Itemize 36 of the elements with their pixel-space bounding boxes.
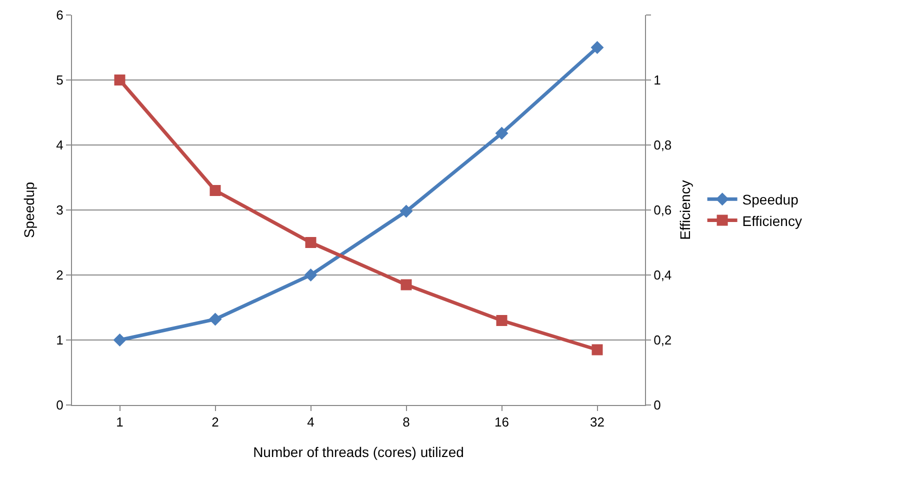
y-tick-label: 0 xyxy=(56,398,64,413)
point xyxy=(590,41,604,54)
x-tick-label: 4 xyxy=(307,414,314,430)
point xyxy=(305,237,316,248)
point xyxy=(400,279,412,290)
y2-tick-label: 0,8 xyxy=(654,138,672,153)
point xyxy=(400,204,413,218)
x-tick-label: 32 xyxy=(590,414,604,430)
y2-axis-title: Efficiency xyxy=(677,180,693,240)
x-tick-label: 16 xyxy=(494,414,509,430)
x-tick-label: 8 xyxy=(402,414,410,430)
point xyxy=(114,74,126,86)
x-tick-label: 2 xyxy=(212,414,219,430)
y-tick-label: 2 xyxy=(56,268,64,283)
x-axis-title: Number of threads (cores) utilized xyxy=(253,444,464,460)
y-tick-label: 3 xyxy=(56,202,64,218)
legend-label: Efficiency xyxy=(742,212,802,229)
y2-tick-label: 0,6 xyxy=(654,202,672,218)
y-tick-label: 5 xyxy=(56,72,64,88)
y-axis-title: Speedup xyxy=(21,182,37,238)
point xyxy=(210,185,221,196)
legend-label: Speedup xyxy=(742,192,799,208)
point xyxy=(208,312,222,326)
y2-tick-label: 0,2 xyxy=(654,332,672,348)
y-tick-label: 6 xyxy=(56,8,64,23)
x-tick-label: 1 xyxy=(116,414,124,430)
point xyxy=(304,268,318,282)
y2-tick-label: 0 xyxy=(654,398,661,413)
point xyxy=(592,344,603,356)
y-tick-label: 4 xyxy=(56,138,64,153)
y2-tick-label: 1 xyxy=(654,72,661,88)
y2-tick-label: 0,4 xyxy=(654,268,672,283)
point xyxy=(496,315,508,326)
point xyxy=(113,334,126,346)
y-tick-label: 1 xyxy=(56,332,64,348)
point xyxy=(495,126,508,140)
